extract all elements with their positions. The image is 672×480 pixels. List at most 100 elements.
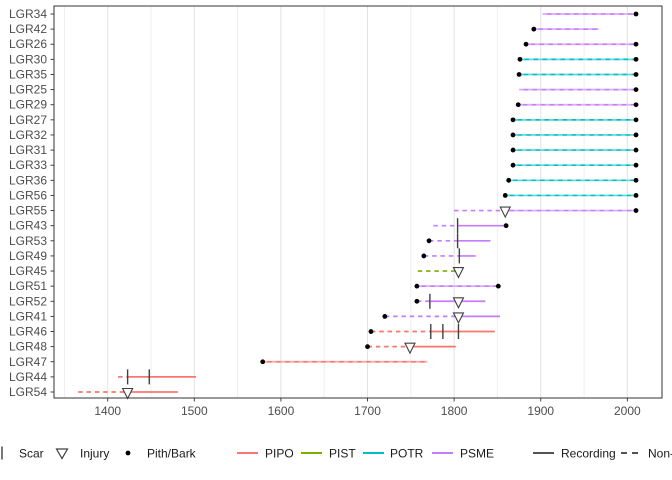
series-LGR29 xyxy=(515,102,639,108)
series-LGR44 xyxy=(118,369,197,385)
y-axis-label: LGR45 xyxy=(9,264,47,278)
series-LGR55 xyxy=(454,206,639,219)
x-axis-label: 1700 xyxy=(354,404,381,418)
legend-label-potr: POTR xyxy=(390,447,424,461)
y-axis-label: LGR30 xyxy=(9,52,47,66)
series-layer xyxy=(78,11,639,400)
legend-label-pist: PIST xyxy=(329,447,356,461)
pith-dot xyxy=(523,41,529,47)
y-axis-label: LGR55 xyxy=(9,204,47,218)
y-axis-label: LGR36 xyxy=(9,173,47,187)
series-LGR35 xyxy=(516,72,639,77)
series-LGR43 xyxy=(433,218,509,234)
y-axis-label: LGR49 xyxy=(9,249,47,263)
pith-dot xyxy=(414,283,420,289)
pith-bark-key-icon xyxy=(125,450,131,456)
series-LGR46 xyxy=(368,324,495,340)
bark-dot xyxy=(633,11,639,17)
bark-dot xyxy=(633,208,639,213)
plot-panel xyxy=(54,6,662,398)
pith-dot xyxy=(517,56,523,62)
series-LGR33 xyxy=(510,162,639,168)
pith-dot xyxy=(382,314,388,319)
bark-dot xyxy=(633,41,639,47)
y-axis-label: LGR53 xyxy=(9,234,47,248)
pith-dot xyxy=(365,344,370,350)
pith-dot xyxy=(368,329,374,334)
x-axis-label: 2000 xyxy=(614,404,641,418)
y-axis-label: LGR44 xyxy=(9,370,47,384)
y-axis-label: LGR32 xyxy=(9,128,47,142)
pith-dot xyxy=(516,72,522,77)
y-axis-label: LGR34 xyxy=(9,7,47,21)
series-LGR56 xyxy=(502,193,639,198)
y-axis-label: LGR35 xyxy=(9,67,47,81)
y-axis-label: LGR27 xyxy=(9,113,47,127)
y-axis-label: LGR25 xyxy=(9,83,47,97)
series-LGR25 xyxy=(519,87,639,92)
series-LGR51 xyxy=(414,283,501,289)
series-LGR42 xyxy=(531,26,599,32)
pith-dot xyxy=(510,132,516,138)
series-LGR48 xyxy=(365,342,456,355)
series-LGR31 xyxy=(510,147,639,153)
bark-dot xyxy=(633,102,639,108)
series-LGR26 xyxy=(523,41,639,47)
injury-mark xyxy=(452,297,465,310)
bark-dot xyxy=(503,223,509,229)
y-axis-label: LGR46 xyxy=(9,325,47,339)
y-axis-label: LGR54 xyxy=(9,385,47,399)
bark-dot xyxy=(633,162,639,168)
injury-mark xyxy=(499,206,512,219)
series-LGR47 xyxy=(260,359,428,365)
series-LGR54 xyxy=(78,387,178,400)
series-LGR45 xyxy=(417,266,465,279)
legend: Scar Injury Pith/Bark PIPO PIST POTR PSME Recor… xyxy=(1,446,672,461)
pith-dot xyxy=(510,147,516,153)
legend-label-scar: Scar xyxy=(19,447,44,461)
y-axis-label: LGR52 xyxy=(9,294,47,308)
x-axis-label: 1600 xyxy=(268,404,295,418)
bark-dot xyxy=(633,193,639,198)
injury-mark xyxy=(121,387,134,400)
y-axis-label: LGR41 xyxy=(9,309,47,323)
series-LGR34 xyxy=(542,11,639,17)
legend-label-psme: PSME xyxy=(460,447,494,461)
injury-mark xyxy=(452,266,465,279)
series-LGR41 xyxy=(382,312,501,325)
series-LGR27 xyxy=(510,117,639,123)
y-axis-label: LGR29 xyxy=(9,98,47,112)
y-axis-label: LGR43 xyxy=(9,219,47,233)
panel-border xyxy=(53,5,663,399)
bark-dot xyxy=(633,132,639,138)
x-axis-label: 1900 xyxy=(527,404,554,418)
pith-dot xyxy=(510,162,516,168)
x-axis-label: 1800 xyxy=(441,404,468,418)
legend-label-recording: Recording xyxy=(561,447,616,461)
bark-dot xyxy=(633,56,639,62)
pith-dot xyxy=(426,238,432,244)
y-axis-label: LGR31 xyxy=(9,143,47,157)
legend-label-non-recording: Non-recording xyxy=(648,447,672,461)
x-axis-label: 1400 xyxy=(94,404,121,418)
y-axis-label: LGR26 xyxy=(9,37,47,51)
y-axis-label: LGR56 xyxy=(9,188,47,202)
injury-key-icon xyxy=(55,448,69,460)
x-axis-label: 1500 xyxy=(181,404,208,418)
bark-dot xyxy=(633,177,639,183)
series-LGR32 xyxy=(510,132,639,138)
injury-mark xyxy=(452,312,465,325)
pith-dot xyxy=(502,193,508,198)
series-LGR52 xyxy=(414,293,486,310)
legend-label-pith-bark: Pith/Bark xyxy=(147,447,197,461)
pith-dot xyxy=(414,298,420,304)
series-LGR49 xyxy=(421,248,476,264)
pith-dot xyxy=(510,117,516,123)
bark-dot xyxy=(633,147,639,153)
bark-dot xyxy=(633,117,639,123)
y-axis-label: LGR33 xyxy=(9,158,47,172)
y-axis-label: LGR51 xyxy=(9,279,47,293)
series-LGR36 xyxy=(506,177,639,183)
